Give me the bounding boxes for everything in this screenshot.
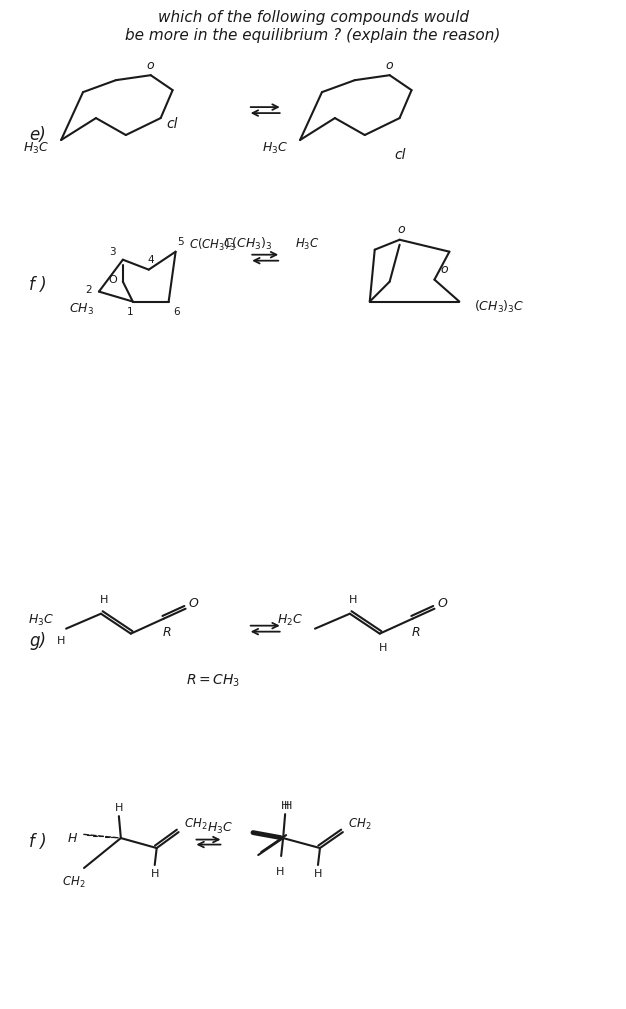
Text: e): e) <box>29 126 46 144</box>
Text: cl: cl <box>167 117 178 131</box>
Text: H: H <box>379 643 387 653</box>
Text: 2: 2 <box>86 285 92 295</box>
Text: R: R <box>162 627 171 639</box>
Text: $CH_2$: $CH_2$ <box>183 816 207 831</box>
Text: which of the following compounds would: which of the following compounds would <box>158 10 468 25</box>
Text: cl: cl <box>394 148 406 162</box>
Text: $CH_3$: $CH_3$ <box>68 302 93 317</box>
Text: H: H <box>115 803 123 813</box>
Text: H: H <box>150 869 159 879</box>
Text: $CH_2$: $CH_2$ <box>63 875 86 890</box>
Text: O: O <box>188 597 198 610</box>
Text: $CH_2$: $CH_2$ <box>348 816 371 831</box>
Text: $H_3C$: $H_3C$ <box>28 613 54 629</box>
Text: g): g) <box>29 632 46 650</box>
Text: H: H <box>57 636 65 646</box>
Text: $R = CH_3$: $R = CH_3$ <box>185 672 240 689</box>
Text: f ): f ) <box>29 275 47 294</box>
Text: $H_3C$: $H_3C$ <box>295 237 320 252</box>
Text: $H_3C$: $H_3C$ <box>207 820 233 835</box>
Text: 6: 6 <box>173 307 180 317</box>
Text: 3: 3 <box>110 246 116 256</box>
Text: o: o <box>147 59 155 72</box>
Text: H: H <box>100 594 108 604</box>
Text: $C(CH_3)_3$: $C(CH_3)_3$ <box>223 236 273 252</box>
Text: be more in the equilibrium ? (explain the reason): be more in the equilibrium ? (explain th… <box>125 28 501 42</box>
Text: o: o <box>398 223 406 236</box>
Text: H: H <box>281 801 289 811</box>
Text: H: H <box>284 801 292 811</box>
Text: H: H <box>276 867 284 877</box>
Text: o: o <box>386 59 394 72</box>
Text: $(CH_3)_3C$: $(CH_3)_3C$ <box>475 299 525 315</box>
Text: 4: 4 <box>147 254 154 264</box>
Text: H: H <box>314 869 322 879</box>
Text: R: R <box>411 627 420 639</box>
Text: O: O <box>108 274 117 285</box>
Text: $H_2C$: $H_2C$ <box>277 613 303 629</box>
Text: H: H <box>349 594 357 604</box>
Text: 5: 5 <box>177 237 184 247</box>
Text: O: O <box>438 597 448 610</box>
Text: $H_3C$: $H_3C$ <box>23 140 49 155</box>
Text: $C(CH_3)_3$: $C(CH_3)_3$ <box>188 237 235 253</box>
Text: 1: 1 <box>126 307 133 317</box>
Text: $H_3C$: $H_3C$ <box>262 140 288 155</box>
Text: f ): f ) <box>29 833 47 851</box>
Text: H: H <box>68 831 77 845</box>
Text: o: o <box>441 263 448 276</box>
